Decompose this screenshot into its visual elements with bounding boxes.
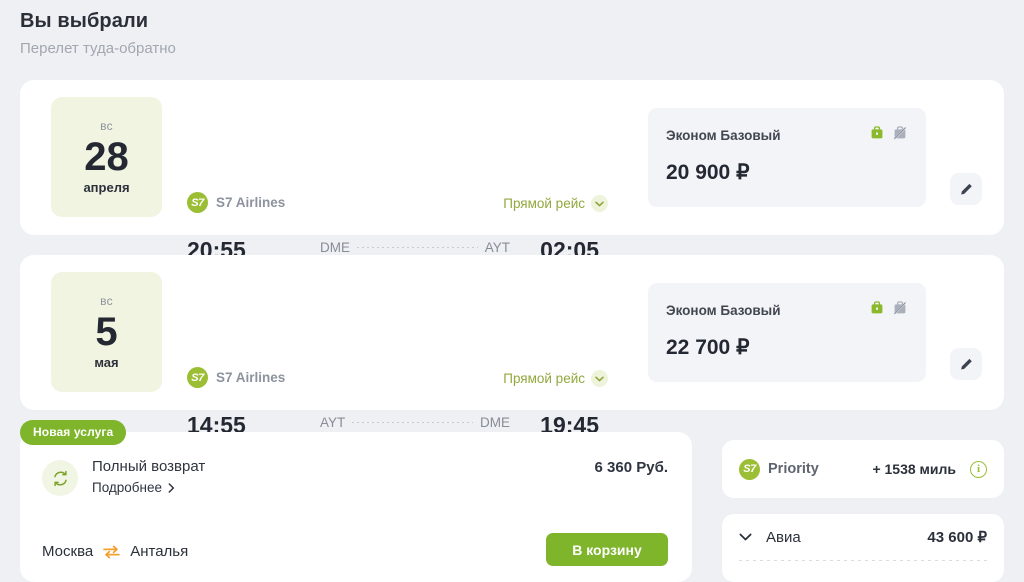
route-dotted-connector — [352, 422, 473, 423]
avia-price: 43 600 ₽ — [927, 529, 987, 546]
airline-row: S7 S7 Airlines — [187, 367, 285, 388]
page-header: Вы выбрали Перелет туда-обратно — [0, 0, 1024, 57]
carry-on-bag-icon — [869, 300, 885, 321]
priority-miles-group: + 1538 миль i — [872, 460, 987, 478]
airline-row: S7 S7 Airlines — [187, 192, 285, 213]
refresh-icon — [42, 460, 78, 496]
page-title: Вы выбрали — [20, 10, 149, 32]
airline-name: S7 Airlines — [216, 370, 286, 385]
edit-flight-button[interactable] — [950, 348, 982, 380]
info-icon[interactable]: i — [970, 460, 987, 478]
avia-label: Авиа — [766, 528, 801, 546]
flight-card-return[interactable]: вс 5 мая S7 S7 Airlines 14:55 Анталья AY… — [20, 255, 1004, 463]
no-checked-baggage-icon — [892, 125, 908, 146]
route-summary: Москва Анталья — [42, 543, 188, 560]
fare-header: Эконом Базовый — [666, 300, 908, 321]
fare-box[interactable]: Эконом Базовый 22 700 ₽ — [648, 283, 926, 382]
service-details-label: Подробнее — [92, 480, 163, 495]
stops-dropdown[interactable]: Прямой рейс — [503, 370, 608, 387]
chevron-down-icon — [739, 533, 752, 540]
priority-miles-value: + 1538 миль — [872, 461, 956, 477]
fare-price: 22 700 ₽ — [666, 336, 750, 359]
chevron-right-icon — [168, 482, 175, 493]
fare-name: Эконом Базовый — [666, 128, 781, 143]
baggage-icons — [869, 300, 908, 321]
add-to-cart-button[interactable]: В корзину — [546, 533, 668, 566]
flight-date-block: вс 5 мая — [51, 272, 162, 392]
stops-label: Прямой рейс — [503, 371, 585, 386]
page-subtitle: Перелет туда-обратно — [20, 40, 176, 57]
priority-label: Priority — [768, 461, 819, 477]
s7-priority-panel: S7 Priority + 1538 миль i — [722, 440, 1004, 498]
chevron-down-icon[interactable] — [591, 370, 608, 387]
fare-name: Эконом Базовый — [666, 303, 781, 318]
s7-logo-icon: S7 — [739, 458, 760, 480]
route-line: AYT DME — [320, 415, 510, 430]
destination-code: AYT — [484, 240, 510, 255]
swap-arrows-icon — [103, 545, 121, 558]
date-day: 5 — [95, 310, 118, 354]
route-summary-from: Москва — [42, 543, 94, 560]
service-info: Полный возврат Подробнее — [42, 458, 205, 496]
date-weekday: вс — [100, 294, 113, 308]
fare-header: Эконом Базовый — [666, 125, 908, 146]
chevron-down-icon[interactable] — [591, 195, 608, 212]
no-checked-baggage-icon — [892, 300, 908, 321]
service-title: Полный возврат — [92, 458, 206, 475]
stops-dropdown[interactable]: Прямой рейс — [503, 195, 608, 212]
priority-brand: S7 Priority — [739, 458, 819, 480]
flight-card-outbound[interactable]: вс 28 апреля S7 S7 Airlines 20:55 Москва… — [20, 80, 1004, 288]
s7-logo-icon: S7 — [187, 367, 208, 388]
refund-service-panel: Новая услуга Полный возврат Подробнее 6 … — [20, 420, 692, 582]
avia-total-panel[interactable]: Авиа 43 600 ₽ — [722, 514, 1004, 582]
origin-code: AYT — [320, 415, 346, 430]
route-dotted-connector — [357, 247, 478, 248]
date-day: 28 — [84, 135, 129, 179]
fare-price: 20 900 ₽ — [666, 161, 750, 184]
route-summary-to: Анталья — [130, 543, 189, 560]
carry-on-bag-icon — [869, 125, 885, 146]
pencil-icon — [960, 183, 972, 194]
destination-code: DME — [480, 415, 510, 430]
service-text-group: Полный возврат Подробнее — [92, 458, 205, 495]
edit-flight-button[interactable] — [950, 173, 982, 205]
s7-logo-icon: S7 — [187, 192, 208, 213]
pencil-icon — [960, 358, 972, 369]
stops-label: Прямой рейс — [503, 196, 585, 211]
fare-box[interactable]: Эконом Базовый 20 900 ₽ — [648, 108, 926, 207]
avia-row[interactable]: Авиа 43 600 ₽ — [739, 528, 987, 546]
date-month: апреля — [83, 180, 130, 195]
baggage-icons — [869, 125, 908, 146]
flight-date-block: вс 28 апреля — [51, 97, 162, 217]
date-month: мая — [94, 355, 119, 370]
new-service-badge: Новая услуга — [20, 420, 127, 445]
service-price: 6 360 Руб. — [594, 459, 668, 476]
date-weekday: вс — [100, 119, 113, 133]
route-line: DME AYT — [320, 240, 510, 255]
airline-name: S7 Airlines — [216, 195, 286, 210]
service-details-link[interactable]: Подробнее — [92, 480, 205, 495]
origin-code: DME — [320, 240, 350, 255]
avia-divider — [739, 560, 987, 561]
